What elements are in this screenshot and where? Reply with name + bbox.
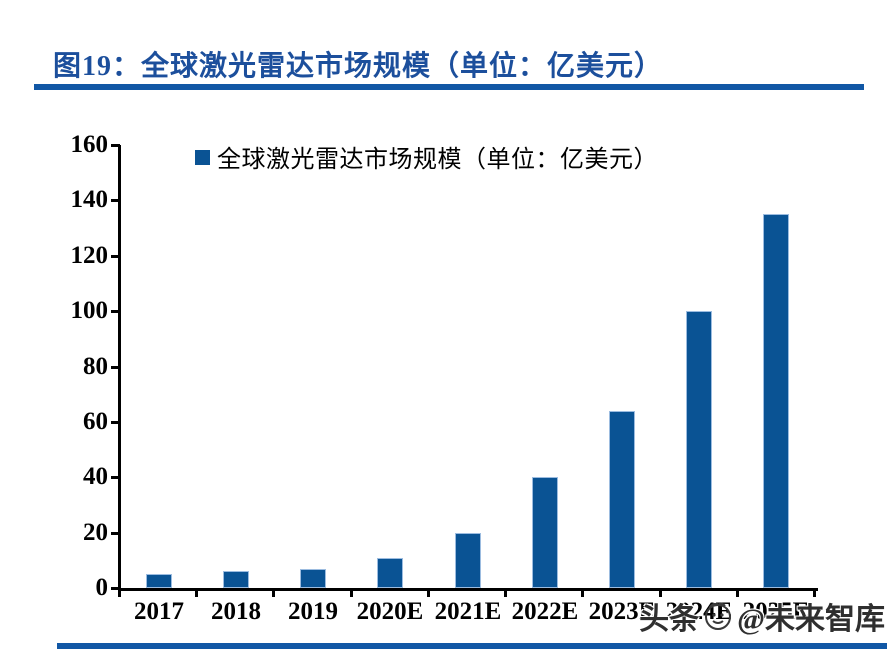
- legend-label: 全球激光雷达市场规模（单位：亿美元）: [217, 147, 658, 173]
- y-axis-tick: [111, 476, 120, 480]
- y-axis-tick-label: 20: [83, 518, 108, 546]
- y-axis-tick: [111, 420, 120, 424]
- x-axis-label-2023E: 2023E: [588, 598, 656, 625]
- x-axis-tick: [658, 588, 662, 597]
- x-axis-tick: [118, 588, 121, 597]
- bar-2019: [300, 569, 326, 588]
- bar-2022E: [532, 477, 558, 588]
- y-axis-tick: [111, 199, 120, 203]
- toutiao-doodle-face-icon: [705, 602, 732, 630]
- x-axis-label-2019: 2019: [288, 598, 338, 625]
- y-axis-tick-label: 160: [70, 131, 109, 158]
- bar-2021E: [455, 533, 481, 588]
- x-axis-tick: [272, 588, 276, 597]
- bar-2023E: [609, 411, 635, 588]
- y-axis-tick-label: 40: [83, 463, 108, 491]
- x-axis-tick: [349, 588, 353, 597]
- y-axis-tick: [111, 144, 120, 147]
- bar-2018: [223, 571, 249, 588]
- x-axis-tick: [813, 588, 816, 597]
- y-axis-tick-label: 120: [70, 241, 109, 269]
- title-underline: [34, 84, 864, 90]
- bar-2025E: [763, 214, 789, 588]
- y-axis-tick: [111, 254, 120, 258]
- y-axis-tick-label: 100: [70, 297, 109, 325]
- bar-2020E: [377, 558, 403, 588]
- x-axis-label-2025E: 2025E: [742, 598, 810, 625]
- y-axis-tick: [111, 587, 120, 590]
- figure-title: 图19：全球激光雷达市场规模（单位：亿美元）: [53, 51, 664, 82]
- x-axis-label-2017: 2017: [134, 598, 184, 625]
- x-axis-label-2020E: 2020E: [356, 598, 424, 625]
- chart-legend: 全球激光雷达市场规模（单位：亿美元）: [195, 139, 658, 174]
- x-axis-line: [118, 588, 818, 591]
- watermark: 头条 @未来智库: [639, 594, 885, 638]
- bar-2024E: [686, 311, 712, 588]
- x-axis-label-2018: 2018: [211, 598, 261, 625]
- x-axis-tick: [504, 588, 508, 597]
- x-axis-tick: [581, 588, 585, 597]
- bottom-divider: [57, 643, 887, 649]
- y-axis-tick-label: 80: [83, 352, 108, 380]
- x-axis-label-2024E: 2024E: [665, 598, 733, 625]
- watermark-prefix: 头条: [639, 603, 700, 636]
- bar-2017: [146, 574, 172, 588]
- y-axis-tick: [111, 365, 120, 369]
- x-axis-label-2021E: 2021E: [434, 598, 502, 625]
- x-axis-tick: [426, 588, 430, 597]
- x-axis-tick: [735, 588, 739, 597]
- legend-marker-icon: [195, 150, 210, 165]
- y-axis-tick-label: 0: [95, 574, 109, 601]
- y-axis-tick: [111, 531, 120, 535]
- x-axis-tick: [195, 588, 199, 597]
- watermark-suffix: @未来智库: [737, 603, 885, 636]
- y-axis-tick: [111, 310, 120, 314]
- y-axis-tick-label: 60: [83, 407, 108, 435]
- x-axis-label-2022E: 2022E: [511, 598, 579, 625]
- y-axis-tick-label: 140: [70, 186, 109, 214]
